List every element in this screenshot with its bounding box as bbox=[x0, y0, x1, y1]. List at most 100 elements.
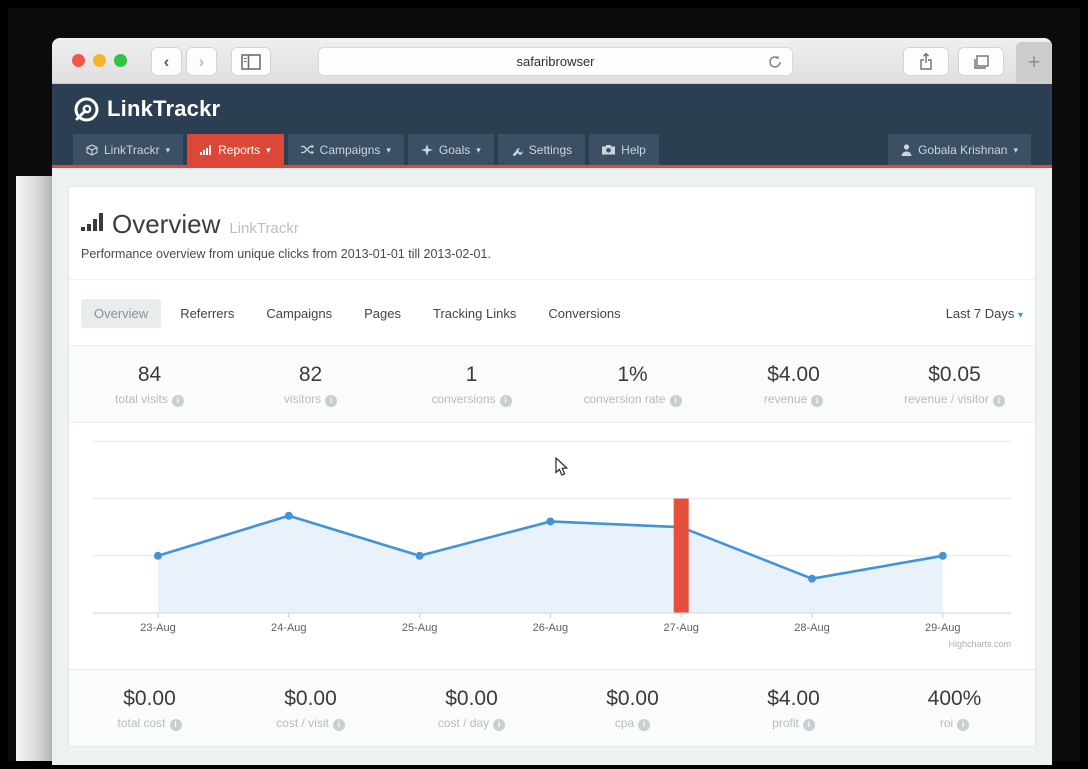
stat-total-visits: 84 total visits i bbox=[69, 363, 230, 407]
info-icon[interactable]: i bbox=[169, 719, 182, 731]
tab-conversions[interactable]: Conversions bbox=[548, 306, 621, 321]
user-menu[interactable]: Gobala Krishnan ▾ bbox=[888, 134, 1031, 165]
app-header: LinkTrackr bbox=[52, 84, 1052, 134]
info-icon[interactable]: i bbox=[957, 719, 970, 731]
stat-total-cost: $0.00 total cost i bbox=[69, 687, 230, 731]
tab-referrers[interactable]: Referrers bbox=[180, 306, 235, 321]
svg-text:24-Aug: 24-Aug bbox=[271, 622, 306, 634]
svg-text:28-Aug: 28-Aug bbox=[794, 622, 829, 634]
stat-cost-per-visit: $0.00 cost / visit i bbox=[230, 687, 391, 731]
svg-text:29-Aug: 29-Aug bbox=[925, 622, 960, 634]
page-subtitle: Performance overview from unique clicks … bbox=[81, 247, 491, 261]
info-icon[interactable]: i bbox=[325, 395, 338, 407]
tab-campaigns[interactable]: Campaigns bbox=[266, 306, 333, 321]
stats-row-top: 84 total visits i 82 visitors i 1 conversi… bbox=[69, 345, 1035, 423]
nav-item-reports[interactable]: Reports ▾ bbox=[187, 134, 284, 165]
chevron-down-icon: ▾ bbox=[476, 145, 481, 155]
tabs-overview-icon bbox=[974, 54, 989, 69]
nav-item-campaigns[interactable]: Campaigns ▾ bbox=[287, 134, 404, 165]
tab-pages[interactable]: Pages bbox=[364, 306, 402, 321]
info-icon[interactable]: i bbox=[332, 719, 345, 731]
chevron-down-icon: ▾ bbox=[165, 145, 171, 155]
back-button[interactable]: ‹ bbox=[151, 47, 182, 76]
visits-chart[interactable]: 23-Aug 24-Aug 25-Aug 26-Aug 27-Aug 28-Aug 29-A… bbox=[69, 423, 1035, 653]
chevron-down-icon: ▾ bbox=[266, 145, 271, 155]
svg-text:Highcharts.com: Highcharts.com bbox=[948, 639, 1011, 649]
stat-conversion-rate: 1% conversion rate i bbox=[552, 363, 713, 407]
address-bar[interactable]: safaribrowser bbox=[318, 47, 793, 76]
nav-item-settings[interactable]: Settings bbox=[497, 134, 586, 165]
info-icon[interactable]: i bbox=[171, 395, 184, 407]
stat-conversions: 1 conversions i bbox=[391, 363, 552, 407]
svg-text:25-Aug: 25-Aug bbox=[402, 622, 437, 634]
chevron-down-icon: ▾ bbox=[386, 145, 391, 155]
camera-icon bbox=[602, 145, 616, 155]
stat-roi: 400% roi i bbox=[927, 687, 982, 731]
browser-toolbar: ‹ › safaribrowser bbox=[52, 38, 1052, 84]
info-icon[interactable]: i bbox=[493, 719, 506, 731]
stat-visitors: 82 visitors i bbox=[230, 363, 391, 407]
shuffle-icon bbox=[300, 144, 314, 155]
date-range-selector[interactable]: Last 7 Days ▾ bbox=[945, 306, 1023, 321]
nav-item-help[interactable]: Help bbox=[589, 134, 659, 165]
info-icon[interactable]: i bbox=[638, 719, 651, 731]
show-tabs-button[interactable] bbox=[958, 47, 1004, 76]
new-tab-button[interactable]: + bbox=[1016, 42, 1052, 84]
user-icon bbox=[901, 143, 912, 156]
linktrackr-logo-icon bbox=[73, 96, 100, 123]
nav-item-linktrackr[interactable]: LinkTrackr ▾ bbox=[73, 134, 184, 165]
chevron-right-icon: › bbox=[198, 52, 205, 71]
info-icon[interactable]: i bbox=[811, 395, 824, 407]
svg-text:26-Aug: 26-Aug bbox=[533, 622, 568, 634]
reload-icon[interactable] bbox=[767, 54, 783, 70]
safari-window: ‹ › safaribrowser bbox=[52, 38, 1052, 765]
zoom-window-button[interactable] bbox=[114, 54, 127, 67]
info-icon[interactable]: i bbox=[669, 395, 682, 407]
bar-chart-icon bbox=[81, 213, 103, 231]
chevron-left-icon: ‹ bbox=[163, 52, 170, 71]
stat-cpa: $0.00 cpa i bbox=[606, 687, 659, 731]
stat-revenue-per-visitor: $0.05 revenue / visitor i bbox=[874, 363, 1035, 407]
brand-name: LinkTrackr bbox=[107, 96, 221, 121]
minimize-window-button[interactable] bbox=[93, 54, 106, 67]
wrench-icon bbox=[512, 147, 523, 156]
forward-button[interactable]: › bbox=[186, 47, 217, 76]
stat-profit: $4.00 profit i bbox=[767, 687, 820, 731]
navbar-accent-line bbox=[52, 165, 1052, 168]
tab-tracking-links[interactable]: Tracking Links bbox=[433, 306, 517, 321]
svg-text:27-Aug: 27-Aug bbox=[663, 622, 698, 634]
area-chart: 23-Aug 24-Aug 25-Aug 26-Aug 27-Aug 28-Aug 29-A… bbox=[93, 440, 1011, 649]
stat-revenue: $4.00 revenue i bbox=[713, 363, 874, 407]
mouse-cursor bbox=[555, 457, 569, 476]
sidebar-toggle-button[interactable] bbox=[231, 47, 271, 76]
share-button[interactable] bbox=[903, 47, 949, 76]
report-tabs: Overview Referrers Campaigns Pages Track… bbox=[69, 280, 1035, 345]
desktop-background-strip bbox=[16, 176, 52, 761]
nav-item-goals[interactable]: Goals ▾ bbox=[407, 134, 494, 165]
page-title: Overview bbox=[112, 209, 221, 239]
title-block: Overview LinkTrackr Performance overview… bbox=[69, 187, 1035, 280]
overview-card: Overview LinkTrackr Performance overview… bbox=[68, 186, 1036, 747]
share-icon bbox=[920, 52, 932, 70]
info-icon[interactable]: i bbox=[992, 395, 1005, 407]
chevron-down-icon: ▾ bbox=[1017, 310, 1023, 321]
page-content: Overview LinkTrackr Performance overview… bbox=[52, 168, 1052, 765]
plus-icon: + bbox=[1027, 51, 1041, 74]
bar-chart-icon bbox=[200, 145, 212, 155]
info-icon[interactable]: i bbox=[802, 719, 815, 731]
info-icon[interactable]: i bbox=[499, 395, 512, 407]
page-title-suffix: LinkTrackr bbox=[229, 220, 299, 237]
tab-overview[interactable]: Overview bbox=[81, 299, 162, 328]
chevron-down-icon: ▾ bbox=[1013, 145, 1018, 155]
stats-row-bottom: $0.00 total cost i $0.00 cost / visit i $0… bbox=[69, 669, 1035, 746]
cube-icon bbox=[86, 143, 98, 156]
star-icon bbox=[420, 143, 433, 156]
stat-cost-per-day: $0.00 cost / day i bbox=[391, 687, 552, 731]
main-navbar: LinkTrackr ▾ Reports ▾ Campaigns ▾ bbox=[52, 134, 1052, 165]
close-window-button[interactable] bbox=[72, 54, 85, 67]
sidebar-icon bbox=[241, 53, 261, 70]
navbar-spacer bbox=[663, 134, 888, 165]
address-bar-text: safaribrowser bbox=[516, 54, 595, 69]
svg-text:23-Aug: 23-Aug bbox=[140, 622, 175, 634]
